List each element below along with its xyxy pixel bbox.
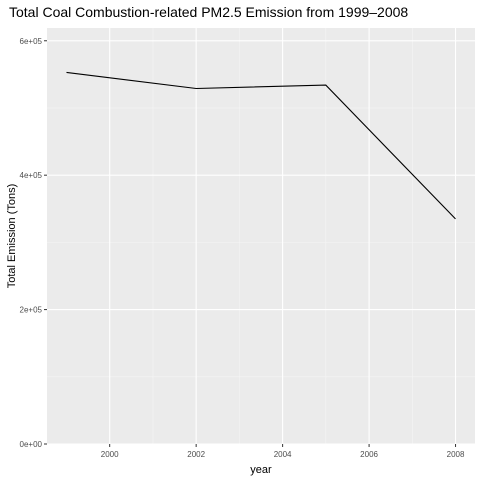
x-tick-label: 2004	[274, 450, 292, 459]
series-line	[66, 71, 456, 220]
y-axis-title: Total Emission (Tons)	[6, 184, 18, 289]
y-axis: 0e+00 2e+05 4e+05 6e+05	[20, 37, 47, 449]
y-tick-label: 4e+05	[20, 171, 43, 180]
x-tick-label: 2002	[187, 450, 205, 459]
x-axis: 2000 2002 2004 2006 2008	[101, 444, 465, 459]
x-axis-title: year	[250, 464, 272, 476]
series-layer	[66, 71, 456, 220]
y-tick-label: 2e+05	[20, 306, 43, 315]
grid-major	[47, 28, 475, 445]
chart-title: Total Coal Combustion-related PM2.5 Emis…	[9, 4, 408, 20]
grid-minor	[47, 28, 475, 444]
x-tick-label: 2000	[101, 450, 119, 459]
x-tick-label: 2008	[447, 450, 465, 459]
y-tick-label: 0e+00	[20, 440, 43, 449]
plot-panel	[47, 28, 475, 444]
y-tick-label: 6e+05	[20, 37, 43, 46]
x-tick-label: 2006	[360, 450, 378, 459]
